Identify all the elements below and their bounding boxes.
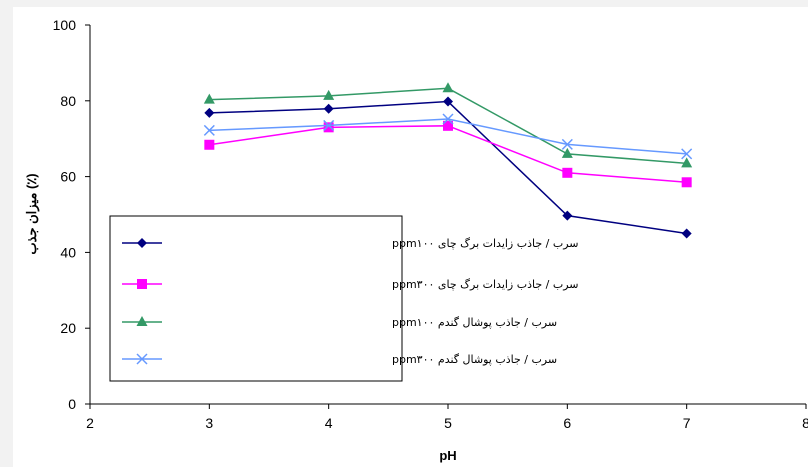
legend: سرب / جاذب زایدات برگ چای ppm۱۰۰ سرب / جا… [109,215,579,382]
series-2 [204,120,692,188]
x-tick-label: 6 [563,415,571,431]
data-point [681,157,693,168]
series-1 [204,96,692,239]
series-3 [203,82,693,168]
data-point [203,124,215,136]
data-point [443,120,453,131]
series-4 [203,113,693,160]
x-tick-label: 3 [205,415,213,431]
series-layer [203,82,693,239]
data-point [681,148,693,160]
data-point [323,103,334,114]
legend-label: سرب / جاذب پوشال گندم ppm۳۰۰ [392,353,557,366]
legend-swatch-marker [137,279,147,289]
data-point [204,139,215,150]
data-point [561,147,573,158]
data-point [681,177,692,188]
legend-label: سرب / جاذب زایدات برگ چای ppm۱۰۰ [392,237,579,250]
data-point [443,96,453,107]
legend-swatch-marker [136,316,148,326]
legend-label: سرب / جاذب زایدات برگ چای ppm۳۰۰ [392,278,579,291]
x-tick-label: 7 [683,415,691,431]
y-tick-label: 40 [60,244,76,260]
y-tick-label: 60 [60,169,76,185]
data-point [561,138,573,150]
y-tick-label: 0 [68,396,76,412]
y-tick-label: 80 [60,93,76,109]
legend-label: سرب / جاذب پوشال گندم ppm۱۰۰ [392,316,557,329]
legend-swatch-marker [137,238,147,248]
x-tick-label: 4 [325,415,333,431]
y-axis-title: میزان جذب (٪) [24,173,40,254]
data-point [442,113,454,125]
data-point [323,89,335,100]
x-tick-label: 2 [86,415,94,431]
axes: 0 20 40 60 80 100 2 3 4 5 6 7 8 [53,17,808,431]
data-point [204,107,215,118]
data-point [323,122,334,133]
data-point [323,119,335,131]
y-tick-label: 100 [53,17,77,33]
data-point [681,228,692,239]
data-point [562,210,573,221]
data-point [562,167,573,178]
x-tick-label: 5 [444,415,452,431]
x-axis-title: pH [439,448,456,463]
legend-box [109,215,403,382]
x-tick-label: 8 [802,415,808,431]
data-point [203,93,215,104]
y-tick-label: 20 [60,320,76,336]
legend-swatch-marker [136,353,148,365]
data-point [442,82,454,93]
